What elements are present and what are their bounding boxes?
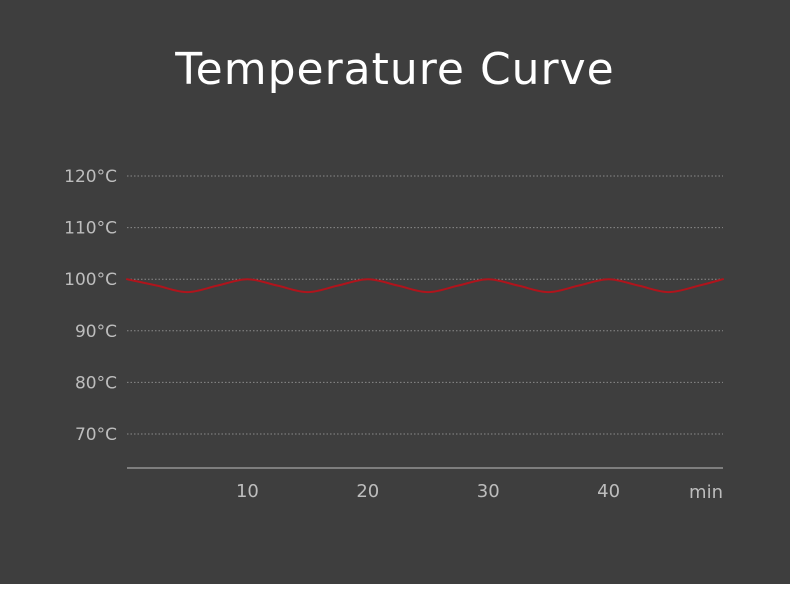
x-tick-label: 20	[356, 481, 379, 502]
x-tick-label: 30	[477, 481, 500, 502]
x-tick-label: 40	[597, 481, 620, 502]
y-tick-label: 70°C	[75, 425, 117, 445]
x-tick-label: 10	[236, 481, 259, 502]
gridlines	[127, 175, 723, 435]
y-tick-label: 110°C	[64, 219, 117, 239]
series-layer	[126, 278, 724, 294]
y-axis-tick-labels: 120°C 110°C 100°C 90°C 80°C 70°C	[64, 167, 117, 445]
y-tick-label: 80°C	[75, 373, 117, 393]
chart-title: Temperature Curve	[175, 44, 615, 95]
x-axis-unit-label: min	[689, 482, 723, 503]
chart-canvas: Temperature Curve 120°C 110°C 100°C 90°C 80°…	[0, 0, 790, 584]
y-tick-label: 90°C	[75, 322, 117, 342]
y-tick-label: 100°C	[64, 270, 117, 290]
bottom-strip	[0, 584, 790, 601]
temperature-curve-line	[126, 278, 724, 294]
y-tick-label: 120°C	[64, 167, 117, 187]
x-axis-tick-labels: 10 20 30 40 min	[236, 481, 723, 503]
chart-plot: 120°C 110°C 100°C 90°C 80°C 70°C 10 20 30 40 min	[64, 167, 724, 503]
